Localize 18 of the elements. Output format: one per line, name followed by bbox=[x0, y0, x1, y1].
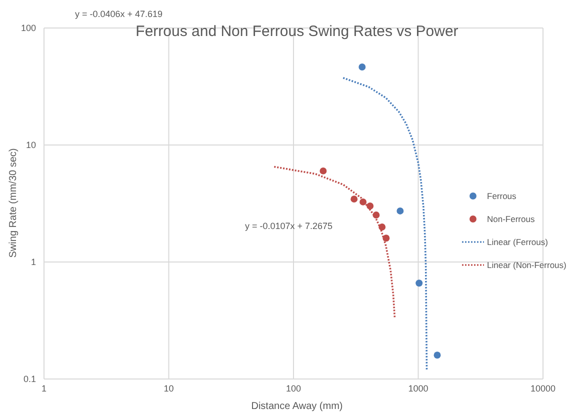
legend-label: Ferrous bbox=[487, 191, 516, 201]
legend-label: Linear (Non-Ferrous) bbox=[487, 260, 567, 270]
x-tick-label: 1000 bbox=[408, 383, 428, 394]
y-tick-label: 10 bbox=[26, 140, 36, 150]
x-axis-title: Distance Away (mm) bbox=[251, 401, 343, 412]
y-tick-label: 100 bbox=[20, 22, 36, 33]
x-tick-label: 100 bbox=[286, 383, 302, 394]
y-tick-label: 0.1 bbox=[23, 374, 36, 384]
x-tick-label: 10 bbox=[164, 383, 174, 394]
text: y = -0.0406x + 47.619 bbox=[75, 9, 163, 19]
y-axis-title: Swing Rate (mm/30 sec) bbox=[8, 148, 19, 258]
y-tick-label: 1 bbox=[30, 256, 36, 267]
annotation: y = -0.0107x + 7.2675 bbox=[245, 221, 333, 231]
legend-label: Non-Ferrous bbox=[487, 214, 535, 224]
x-tick-label: 10000 bbox=[530, 383, 556, 394]
x-tick-label: 1 bbox=[41, 383, 47, 394]
chart-title: Ferrous and Non Ferrous Swing Rates vs Power bbox=[136, 23, 458, 40]
legend-label: Linear (Ferrous) bbox=[487, 237, 548, 247]
